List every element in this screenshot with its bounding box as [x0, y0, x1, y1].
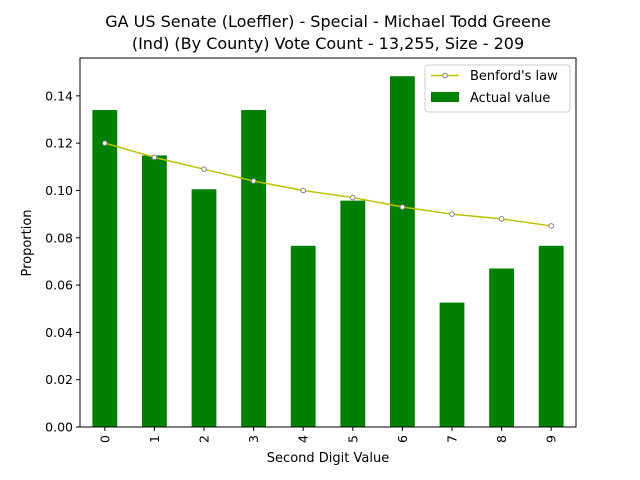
- y-tick-label: 0.14: [45, 88, 73, 103]
- legend-box: [424, 64, 571, 113]
- y-tick-label: 0.06: [45, 278, 73, 293]
- benford-point-6: [399, 204, 406, 210]
- y-tick-label: 0.00: [45, 420, 73, 435]
- bar-5: [340, 200, 366, 427]
- benford-point-0: [102, 140, 108, 146]
- legend-actual-swatch: [431, 92, 459, 102]
- y-tick-label: 0.12: [45, 136, 73, 151]
- bars-layer: [92, 76, 564, 428]
- benford-point-2: [201, 166, 207, 172]
- benford-point-7: [449, 211, 455, 217]
- bar-0: [92, 110, 118, 428]
- x-tick-label: 4: [296, 435, 311, 443]
- benford-line: [104, 142, 552, 227]
- x-tick-label: 8: [494, 435, 509, 443]
- benford-point-4: [300, 187, 307, 194]
- bar-1: [142, 155, 167, 427]
- plot-frame: [79, 57, 577, 428]
- y-axis-label: Proportion: [20, 209, 35, 276]
- benford-point-8: [498, 216, 505, 222]
- y-tick-label: 0.02: [45, 372, 73, 387]
- benford-point-5: [350, 194, 356, 201]
- x-tick-label: 3: [246, 435, 261, 443]
- benford-point-9: [548, 223, 555, 229]
- benford-line-layer: [102, 140, 555, 229]
- y-tick-label: 0.10: [45, 183, 73, 198]
- legend-benford-swatch-marker: [442, 72, 448, 79]
- y-tick-label: 0.08: [45, 230, 73, 245]
- bar-3: [241, 110, 266, 428]
- bar-9: [538, 245, 564, 427]
- legend-actual-label: Actual value: [470, 91, 550, 106]
- bar-8: [489, 268, 514, 427]
- bar-4: [290, 245, 316, 427]
- bar-7: [439, 302, 465, 427]
- y-tick-label: 0.04: [45, 325, 73, 340]
- chart-title: GA US Senate (Loeffler) - Special - Mich…: [105, 12, 551, 31]
- legend-benford-label: Benford's law: [470, 69, 558, 84]
- benford-point-1: [151, 154, 158, 161]
- x-tick-label: 5: [345, 435, 360, 443]
- x-tick-label: 6: [395, 435, 410, 443]
- x-axis: 0 1 2 3 4 5 6 7 8 9: [97, 427, 559, 443]
- x-tick-label: 9: [544, 435, 559, 443]
- bar-2: [191, 189, 217, 427]
- bar-6: [390, 76, 415, 427]
- x-tick-label: 2: [197, 435, 212, 443]
- legend: Benford's law Actual value: [424, 64, 571, 113]
- benford-point-3: [250, 178, 257, 184]
- x-axis-label: Second Digit Value: [267, 451, 389, 466]
- y-axis: 0.00 0.02 0.04 0.06 0.08 0.10 0.12 0.14: [45, 88, 80, 435]
- x-tick-label: 1: [147, 435, 162, 443]
- x-tick-label: 0: [97, 435, 112, 443]
- chart-subtitle: (Ind) (By County) Vote Count - 13,255, S…: [132, 34, 524, 53]
- x-tick-label: 7: [445, 435, 460, 443]
